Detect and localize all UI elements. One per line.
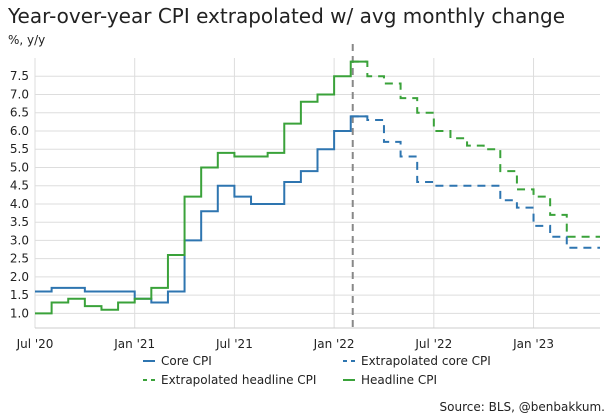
y-tick-label: 4.5 [10, 179, 29, 193]
x-tick-label: Jul '21 [215, 337, 253, 351]
y-tick-label: 2.0 [10, 270, 29, 284]
y-tick-label: 7.0 [10, 87, 29, 101]
y-tick-label: 1.0 [10, 306, 29, 320]
x-tick-label: Jan '22 [313, 337, 355, 351]
x-tick-label: Jan '21 [113, 337, 155, 351]
legend-label: Headline CPI [361, 373, 437, 387]
chart-title: Year-over-year CPI extrapolated w/ avg m… [8, 4, 566, 28]
y-tick-label: 5.0 [10, 160, 29, 174]
x-tick-label: Jan '23 [512, 337, 554, 351]
series-lines [35, 60, 600, 315]
y-tick-label: 3.0 [10, 233, 29, 247]
y-tick-label: 4.0 [10, 197, 29, 211]
y-tick-label: 7.5 [10, 69, 29, 83]
y-tick-label: 6.0 [10, 124, 29, 138]
extrapolated-headline-cpiline [350, 60, 600, 238]
grid-lines [34, 58, 600, 328]
axes [35, 44, 600, 329]
y-tick-label: 6.5 [10, 106, 29, 120]
x-tick-label: Jul '20 [16, 337, 54, 351]
y-tick-label: 5.5 [10, 142, 29, 156]
tick-labels: 1.0 1.5 2.0 2.5 3.0 3.5 4.0 4.5 5.0 5.5 6.0 6.5 7.0 7… [10, 69, 554, 351]
y-axis-unit-label: %, y/y [8, 33, 46, 47]
y-tick-label: 2.5 [10, 252, 29, 266]
legend-label: Extrapolated core CPI [361, 354, 491, 368]
source-note: Source: BLS, @benbakkum. [439, 400, 605, 414]
legend: Core CPI Extrapolated core CPI Extrapolate… [143, 354, 491, 387]
y-tick-label: 3.5 [10, 215, 29, 229]
legend-label: Extrapolated headline CPI [161, 373, 316, 387]
core-cpiline [35, 115, 368, 304]
headline-cpiline [35, 60, 368, 315]
extrapolated-core-cpiline [350, 115, 600, 249]
legend-label: Core CPI [161, 354, 212, 368]
y-tick-label: 1.5 [10, 288, 29, 302]
x-tick-label: Jul '22 [414, 337, 452, 351]
